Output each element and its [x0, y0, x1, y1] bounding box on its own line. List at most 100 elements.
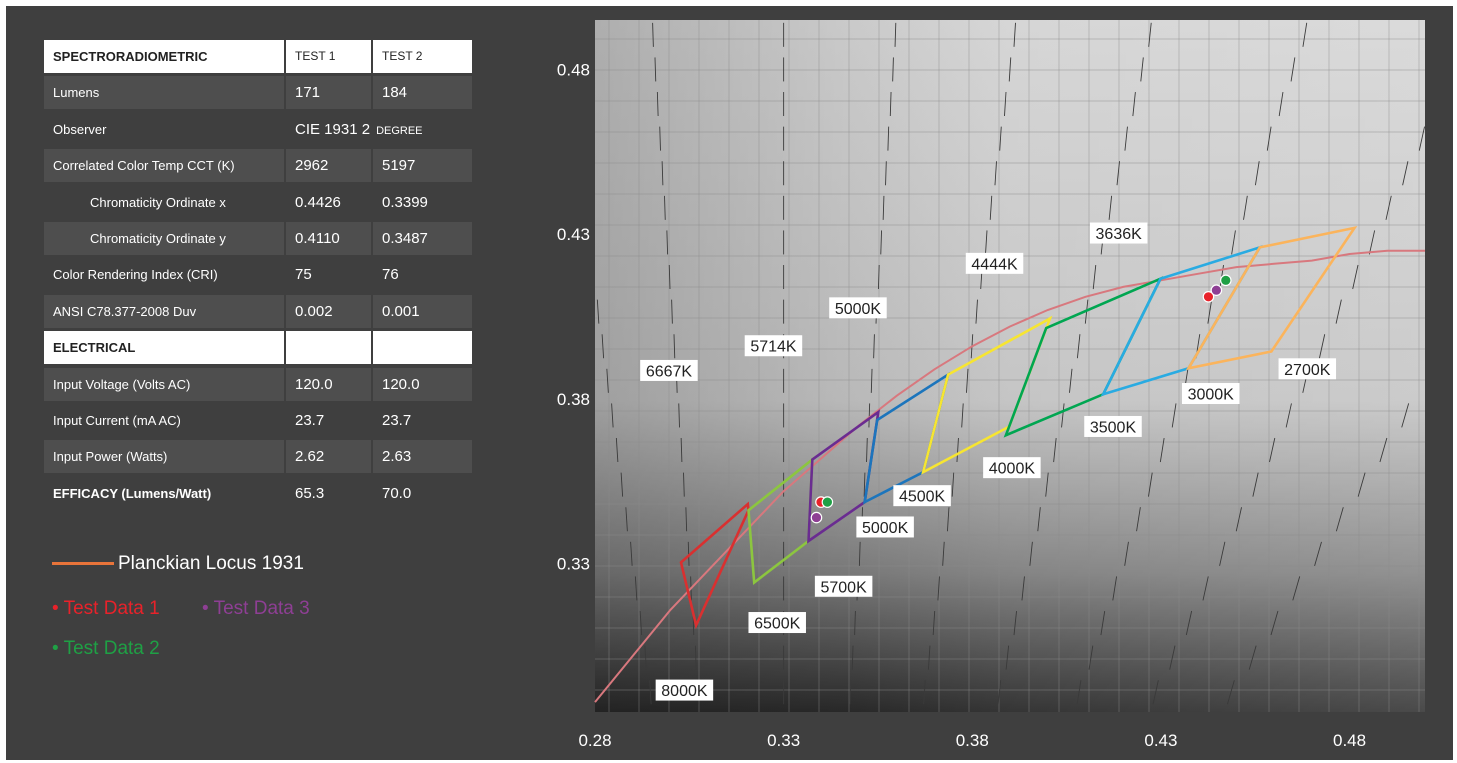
electrical-header-label: ELECTRICAL	[44, 331, 284, 365]
quad-label: 3000K	[1188, 387, 1235, 404]
isotemp-dash	[927, 645, 931, 670]
table-row: ANSI C78.377-2008 Duv 0.002 0.001	[44, 293, 472, 329]
test-point-3	[810, 511, 823, 524]
isotemp-dash	[966, 368, 969, 393]
row-label: ANSI C78.377-2008 Duv	[44, 294, 284, 328]
x-tick-label: 0.33	[767, 731, 800, 750]
isotemp-dash	[1088, 645, 1094, 670]
x-tick-label: 0.43	[1144, 731, 1177, 750]
isotemp-dash	[937, 576, 940, 601]
quad-label: 3500K	[1090, 419, 1137, 436]
isotemp-dash	[1005, 645, 1010, 670]
isotemp-dash	[611, 403, 614, 428]
cct-label: 8000K	[661, 683, 708, 700]
quad-label-box	[814, 575, 873, 597]
isotemp-dash	[1140, 57, 1144, 82]
isotemp-dash	[1171, 403, 1177, 428]
electrical-header-test2	[373, 331, 472, 365]
isotemp-dash	[649, 680, 652, 705]
row-test1: 0.4426	[295, 193, 341, 211]
row-label: Input Power (Watts)	[44, 440, 284, 474]
row-test2: 5197	[373, 149, 472, 183]
isotemp-dash	[1314, 541, 1322, 566]
isotemp-dash	[659, 126, 661, 151]
isotemp-dash	[666, 230, 669, 255]
test-point-2	[1220, 274, 1232, 287]
isotemp-dash	[858, 541, 861, 566]
legend-test3: • Test Data 3	[202, 598, 310, 620]
row-test2: 70.0	[382, 484, 412, 502]
isotemp-dash	[1069, 368, 1073, 393]
cct-label-box	[640, 359, 698, 381]
isotemp-dash	[870, 368, 873, 393]
cct-label: 4444K	[971, 256, 1018, 273]
legend-test1-label: Test Data 1	[63, 598, 160, 619]
isotemp-dash	[1226, 680, 1235, 705]
legend-planckian-label: Planckian Locus 1931	[118, 553, 304, 574]
y-tick-label: 0.38	[557, 390, 590, 409]
row-test2: 76	[382, 266, 399, 284]
row-label: Chromaticity Ordinate x	[90, 194, 226, 210]
isotemp-dash	[880, 230, 882, 255]
test-point-1	[1202, 290, 1215, 303]
cct-label: 5000K	[835, 301, 882, 318]
isotemp-dash	[668, 265, 671, 290]
isotemp-dash	[882, 195, 885, 220]
isotemp-dash	[999, 126, 1002, 151]
isotemp-dash	[1159, 437, 1165, 463]
isotemp-dash	[1152, 680, 1159, 705]
row-label: Observer	[53, 121, 107, 137]
isotemp-dash	[942, 541, 945, 566]
electrical-header-row: ELECTRICAL	[44, 329, 472, 365]
isotemp-dash	[1285, 403, 1292, 428]
quad-label-box	[1181, 383, 1240, 405]
cct-label-box	[655, 679, 714, 701]
isotemp-dash	[1270, 610, 1279, 636]
isotemp-dash	[1368, 230, 1376, 255]
isotemp-dash	[989, 195, 993, 220]
isotemp-dash	[877, 265, 880, 290]
isotemp-dash	[1185, 610, 1193, 636]
isotemp-dash	[1379, 437, 1388, 463]
isotemp-dash	[1008, 57, 1012, 82]
isotemp-dash	[997, 680, 1002, 705]
isotemp-dash	[1045, 472, 1049, 497]
cct-label-box	[829, 297, 887, 319]
row-test1: 75	[295, 266, 312, 284]
quad-label: 6500K	[754, 616, 801, 633]
header-label: SPECTRORADIOMETRIC	[44, 40, 284, 73]
row-label: Input Voltage (Volts AC)	[44, 367, 284, 401]
isotemp-dash	[868, 403, 871, 428]
isotemp-dash	[1385, 195, 1392, 220]
planckian-line-swatch	[52, 562, 114, 566]
isotemp-dash	[1116, 161, 1120, 186]
row-label: EFFICACY (Lumens/Watt)	[53, 485, 212, 501]
isotemp-dash	[1029, 541, 1033, 566]
quad-label-box	[983, 457, 1041, 479]
isotemp-dash	[1169, 645, 1176, 670]
isotemp-dash	[664, 195, 666, 220]
isotemp-dash	[1254, 161, 1260, 186]
row-test2: 0.3487	[373, 221, 472, 255]
isotemp-dash	[1124, 541, 1129, 566]
electrical-header-test1	[286, 331, 371, 365]
isotemp-dash	[1352, 264, 1359, 290]
isotemp-dash	[851, 645, 854, 670]
quad-label: 4000K	[989, 461, 1036, 478]
isotemp-dash	[1269, 437, 1276, 463]
table-row: Input Power (Watts) 2.62 2.63	[44, 438, 472, 474]
quad-label-box	[856, 516, 914, 538]
isotemp-dash	[1335, 507, 1344, 532]
isotemp-dash	[1112, 576, 1118, 601]
row-test2: 184	[373, 76, 472, 110]
test2-dot-icon: •	[52, 638, 59, 659]
isotemp-dash	[1266, 126, 1272, 151]
isotemp-dash	[854, 611, 856, 636]
isotemp-dash	[656, 92, 659, 117]
quad-label: 4500K	[899, 489, 946, 506]
header-test2: TEST 2	[373, 40, 472, 73]
table-row: Lumens 171 184	[44, 74, 472, 110]
y-tick-label: 0.43	[557, 225, 590, 244]
row-label: Color Rendering Index (CRI)	[53, 267, 218, 283]
isotemp-dash	[863, 472, 866, 497]
